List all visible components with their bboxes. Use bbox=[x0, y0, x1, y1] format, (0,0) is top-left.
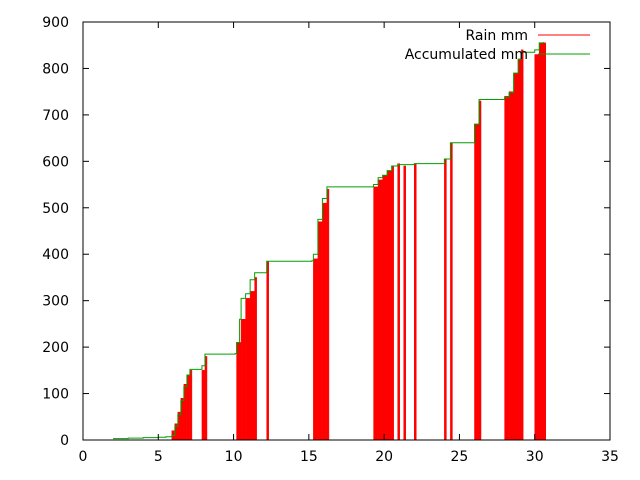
rain-bar bbox=[474, 123, 480, 441]
x-tick-label: 15 bbox=[300, 449, 318, 465]
plot-frame bbox=[82, 21, 611, 441]
y-tick-label: 0 bbox=[60, 433, 69, 449]
rain-bar bbox=[403, 165, 406, 441]
rain-bar bbox=[543, 42, 546, 441]
rain-bar bbox=[254, 277, 257, 441]
y-tick-label: 800 bbox=[42, 61, 69, 77]
rain-bar bbox=[266, 260, 269, 441]
x-tick-label: 10 bbox=[225, 449, 243, 465]
rain-bar bbox=[313, 258, 319, 441]
rain-bar bbox=[377, 179, 383, 441]
y-tick-label: 700 bbox=[42, 108, 69, 124]
x-tick-label: 25 bbox=[451, 449, 469, 465]
accumulated-line bbox=[113, 41, 545, 440]
rain-bars bbox=[171, 42, 546, 441]
rain-bar bbox=[444, 158, 447, 441]
rain-bar bbox=[382, 175, 388, 441]
rain-bar bbox=[397, 163, 400, 441]
y-tick-label: 300 bbox=[42, 294, 69, 310]
rain-bar bbox=[236, 342, 242, 441]
x-tick-label: 0 bbox=[79, 449, 88, 465]
x-tick-label: 5 bbox=[154, 449, 163, 465]
y-tick-label: 900 bbox=[42, 15, 69, 31]
y-tick-label: 500 bbox=[42, 201, 69, 217]
legend: Rain mm Accumulated mm bbox=[405, 28, 590, 63]
y-tick-label: 200 bbox=[42, 340, 69, 356]
rain-bar bbox=[373, 186, 379, 441]
rain-bar bbox=[391, 165, 394, 441]
rain-bar bbox=[322, 202, 328, 441]
rain-bar bbox=[189, 370, 193, 441]
rain-bar bbox=[240, 318, 246, 441]
rain-bar bbox=[517, 58, 522, 441]
x-tick-label: 35 bbox=[601, 449, 619, 465]
axis-ticks: 0 5 10 15 20 25 30 35 0 100 200 300 400 500 600 700 800 9… bbox=[42, 15, 619, 465]
rain-bar bbox=[201, 370, 206, 441]
y-tick-label: 600 bbox=[42, 154, 69, 170]
rain-bar bbox=[478, 100, 482, 441]
x-tick-label: 20 bbox=[375, 449, 393, 465]
legend-label-rain: Rain mm bbox=[466, 28, 529, 44]
y-tick-label: 400 bbox=[42, 247, 69, 263]
y-tick-label: 100 bbox=[42, 387, 69, 403]
rain-bar bbox=[450, 142, 453, 441]
rain-bar bbox=[317, 221, 323, 441]
rain-bar bbox=[386, 170, 392, 441]
rain-bar bbox=[326, 188, 330, 441]
rain-bar bbox=[249, 291, 255, 441]
rain-bar bbox=[504, 96, 510, 441]
rain-bar bbox=[520, 49, 524, 441]
rain-bar bbox=[534, 54, 540, 441]
rain-bar bbox=[414, 163, 417, 441]
accumulated-step-line bbox=[113, 41, 545, 440]
rain-bar bbox=[513, 72, 519, 441]
rain-bar bbox=[538, 42, 544, 441]
legend-label-accumulated: Accumulated mm bbox=[405, 47, 528, 63]
rain-bar bbox=[245, 298, 251, 441]
rain-bar bbox=[508, 91, 514, 441]
x-tick-label: 30 bbox=[526, 449, 544, 465]
rain-bar bbox=[204, 356, 208, 441]
